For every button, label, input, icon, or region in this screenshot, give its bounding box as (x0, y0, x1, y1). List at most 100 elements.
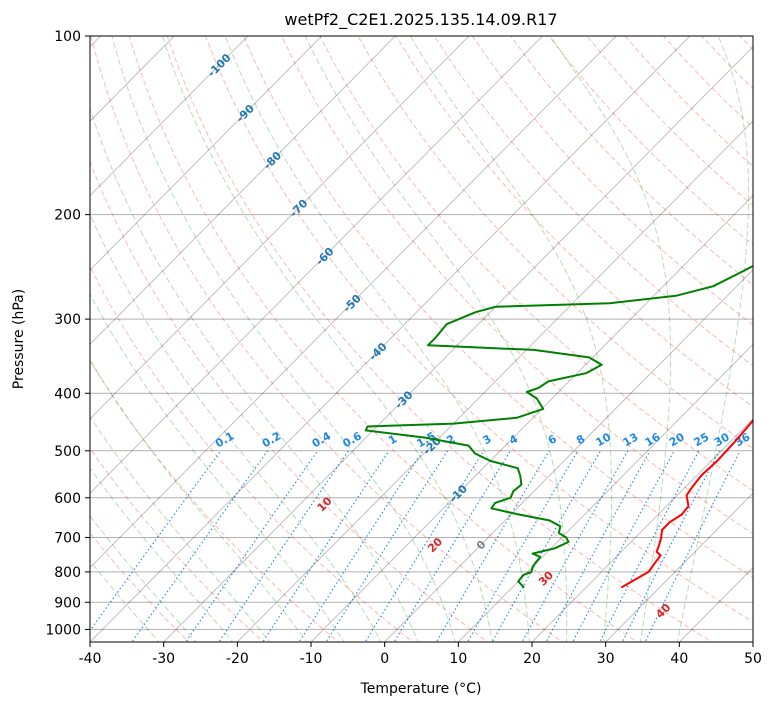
mixing-ratio-labels: 0.1 0.2 0.4 0.6 1 1.5 2 3 4 6 8 10 13 16 20 25 30 36 (213, 429, 753, 450)
x-tick-label: -40 (79, 651, 102, 667)
y-tick-label: 1000 (45, 622, 81, 638)
mixing-ratio-line (90, 450, 222, 632)
mixing-ratio-line (325, 450, 449, 642)
x-tick-label: -30 (152, 651, 175, 667)
plot-frame (89, 35, 754, 643)
mixing-ratio-line (435, 450, 550, 642)
dry-adiabat-line (701, 36, 753, 90)
x-axis-ticks: -40 -30 -20 -10 0 10 20 30 40 50 (79, 642, 762, 667)
y-axis-label: Pressure (hPa) (11, 289, 27, 389)
y-tick-label: 800 (54, 565, 81, 581)
x-tick-label: 0 (380, 651, 389, 667)
dry-adiabat-line (739, 36, 753, 51)
isotherm-line (310, 194, 753, 642)
isotherm-line (90, 36, 249, 197)
isotherm-line (90, 36, 470, 420)
x-axis-label: Temperature (°C) (360, 681, 482, 697)
mixing-ratio-label: 13 (621, 430, 641, 449)
y-tick-label: 700 (54, 531, 81, 547)
dry-adiabat-line (90, 36, 564, 642)
y-axis-ticks: 100 200 300 400 500 600 700 800 900 1000 (45, 29, 90, 638)
dry-adiabat-line (357, 36, 753, 450)
moist-adiabat-line (90, 467, 234, 642)
isotherm-line (457, 343, 753, 642)
x-tick-label: 50 (744, 651, 762, 667)
dry-adiabat-line (90, 359, 339, 642)
isotherm-line (90, 36, 323, 271)
mixing-ratio-label: 20 (667, 430, 687, 449)
mixing-ratio-line (262, 450, 390, 642)
chart-title: wetPf2_C2E1.2025.135.14.09.R17 (284, 10, 557, 30)
isotherm-label: -40 (366, 340, 389, 363)
dry-adiabat-line (166, 36, 713, 642)
mixing-ratio-label: 25 (692, 430, 712, 449)
moist-adiabat-line (111, 36, 456, 642)
mixing-ratio-line (521, 450, 629, 642)
dry-adiabat-line (90, 532, 190, 642)
moist-adiabat-line (90, 415, 271, 642)
x-tick-label: 10 (449, 651, 467, 667)
moist-adiabat-line (90, 106, 419, 642)
mixing-ratio-line (131, 450, 269, 642)
dry-adiabat-line (433, 36, 753, 367)
dewpoint-trace (364, 264, 753, 589)
x-tick-label: -20 (226, 651, 249, 667)
isotherm-line (531, 418, 753, 642)
y-tick-label: 200 (54, 208, 81, 224)
isotherm-line (90, 36, 691, 642)
dry-adiabat-line (243, 36, 753, 578)
dry-adiabat-line (128, 36, 638, 642)
mixing-ratio-line (185, 450, 319, 642)
y-tick-label: 900 (54, 595, 81, 611)
dry-adiabat-line (395, 36, 753, 408)
isotherm-line (90, 36, 175, 122)
isotherm-line (678, 567, 753, 642)
mixing-ratio-label: 0.1 (213, 429, 236, 450)
isotherm-line (90, 36, 544, 494)
moist-adiabat-line (90, 293, 345, 642)
moist-adiabat-line (90, 560, 160, 642)
y-tick-label: 600 (54, 491, 81, 507)
mixing-ratio-line (364, 450, 485, 642)
isotherm-label: -100 (205, 51, 234, 80)
mixing-ratio-line (218, 450, 349, 642)
dry-adiabat-line (90, 160, 489, 642)
x-tick-label: -10 (300, 651, 323, 667)
y-tick-label: 400 (54, 386, 81, 402)
mixing-ratio-line (298, 450, 424, 642)
moist-adiabat-line (304, 36, 568, 642)
isotherm-label: -10 (447, 482, 470, 505)
mixing-ratio-label: 0.2 (260, 429, 283, 450)
isotherm-line (90, 36, 396, 345)
mixing-ratio-label: 8 (574, 432, 587, 447)
mixing-ratio-label: 30 (712, 430, 732, 449)
sounding-traces (364, 264, 753, 589)
moist-adiabat-line (409, 36, 613, 642)
moist-adiabat-line (676, 36, 750, 642)
dry-adiabat-line (510, 36, 753, 286)
isotherm-label: -60 (313, 245, 336, 268)
temperature-trace (620, 419, 753, 589)
mixing-ratio-label: 2 (444, 432, 457, 447)
y-tick-label: 500 (54, 444, 81, 460)
dry-adiabat-line (90, 265, 414, 642)
dry-adiabat-line (281, 36, 753, 535)
isotherm-line (605, 492, 753, 642)
grid-layer (90, 36, 753, 642)
mixing-ratio-label: 0.6 (340, 429, 364, 450)
mixing-ratio-line (621, 450, 720, 642)
moist-adiabat-line (549, 36, 672, 642)
x-tick-label: 40 (670, 651, 688, 667)
mixing-ratio-line (545, 450, 651, 642)
moist-adiabat-line (90, 213, 382, 642)
isotherm-line (752, 641, 753, 642)
mixing-ratio-label: 3 (480, 432, 493, 447)
moist-adiabat-line (161, 36, 493, 642)
x-tick-label: 30 (597, 651, 615, 667)
moist-adiabat-line (90, 358, 308, 642)
mixing-ratio-line (572, 450, 675, 642)
isotherm-label: 0 (474, 538, 489, 553)
moist-adiabat-line (90, 515, 197, 642)
